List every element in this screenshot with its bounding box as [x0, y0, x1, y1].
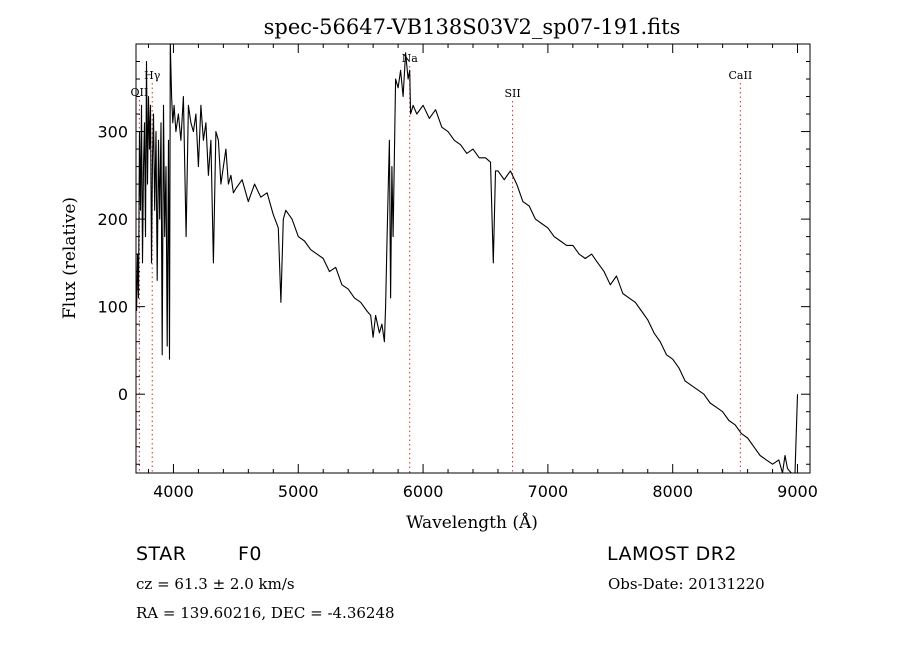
x-tick-label: 6000 [403, 482, 444, 501]
y-axis: 0 100 200 300 [97, 61, 810, 465]
x-axis: 4000 5000 6000 7000 8000 9000 [147, 44, 818, 501]
x-tick-label: 5000 [278, 482, 319, 501]
line-markers: OII Hγ Na SII CaII [131, 52, 753, 473]
plot-frame [135, 43, 811, 474]
chart-title: spec-56647-VB138S03V2_sp07-191.fits [264, 15, 681, 39]
marker-label-na: Na [402, 52, 419, 65]
marker-label-hγ: Hγ [144, 69, 161, 82]
survey-label: LAMOST DR2 [607, 543, 737, 565]
y-tick-label: 100 [97, 298, 128, 317]
x-axis-label: Wavelength (Å) [406, 512, 538, 533]
x-tick-label: 9000 [777, 482, 818, 501]
spectrum-line [136, 43, 799, 474]
y-axis-label: Flux (relative) [60, 197, 80, 319]
x-tick-label: 7000 [528, 482, 569, 501]
y-tick-label: 200 [97, 210, 128, 229]
marker-label-caii: CaII [729, 69, 753, 82]
redshift-velocity: cz = 61.3 ± 2.0 km/s [136, 575, 295, 593]
y-tick-label: 0 [118, 385, 128, 404]
obs-date: Obs-Date: 20131220 [608, 575, 765, 593]
object-class: STAR [136, 543, 187, 565]
marker-label-sii: SII [504, 87, 520, 100]
marker-label-oii: OII [131, 86, 149, 99]
ra-dec: RA = 139.60216, DEC = -4.36248 [136, 604, 395, 622]
y-tick-label: 300 [97, 123, 128, 142]
object-subclass: F0 [238, 543, 263, 565]
x-tick-label: 8000 [652, 482, 693, 501]
x-tick-label: 4000 [153, 482, 194, 501]
